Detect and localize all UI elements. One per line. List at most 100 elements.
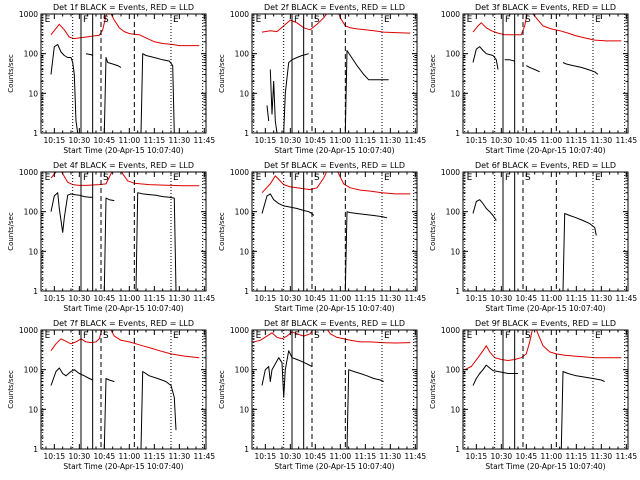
x-tick-label: 11:45 bbox=[616, 452, 638, 461]
black-series-line bbox=[562, 213, 597, 291]
y-tick-label: 100 bbox=[24, 50, 39, 59]
y-tick-label: 1000 bbox=[441, 168, 460, 177]
x-tick-label: 11:00 bbox=[330, 452, 352, 461]
marker-label: E bbox=[467, 173, 473, 183]
panel-series-group bbox=[261, 14, 411, 133]
x-tick-label: 10:30 bbox=[280, 452, 302, 461]
y-tick-label: 10 bbox=[28, 89, 38, 98]
marker-label: E bbox=[595, 331, 601, 341]
black-series-line bbox=[103, 378, 115, 449]
y-tick-label: 1 bbox=[455, 129, 460, 138]
red-series-line bbox=[472, 14, 622, 42]
x-axis-label: Start Time (20-Apr-15 10:07:40) bbox=[274, 304, 394, 313]
black-series-line bbox=[266, 105, 270, 122]
x-tick-label: 11:45 bbox=[194, 294, 216, 303]
x-axis-label: Start Time (20-Apr-15 10:07:40) bbox=[485, 462, 605, 471]
x-tick-label: 10:30 bbox=[69, 452, 91, 461]
black-series-line bbox=[346, 369, 384, 449]
marker-label: E bbox=[384, 331, 390, 341]
marker-label: E bbox=[45, 173, 51, 183]
y-tick-label: 100 bbox=[446, 366, 461, 375]
marker-label: S bbox=[314, 15, 320, 25]
x-tick-label: 10:30 bbox=[491, 452, 513, 461]
x-tick-label: 11:15 bbox=[566, 294, 588, 303]
black-series-line bbox=[135, 192, 177, 291]
panel-title: Det 7f BLACK = Events, RED = LLD bbox=[53, 319, 194, 328]
y-axis-label: Counts/sec bbox=[429, 212, 437, 251]
x-tick-label: 11:15 bbox=[566, 452, 588, 461]
x-tick-label: 10:45 bbox=[516, 452, 538, 461]
y-tick-label: 1 bbox=[455, 287, 460, 296]
marker-label: S bbox=[314, 173, 320, 183]
panel-series-group bbox=[472, 199, 597, 291]
x-axis-label: Start Time (20-Apr-15 10:07:40) bbox=[485, 146, 605, 155]
marker-label: S bbox=[314, 331, 320, 341]
marker-label: F bbox=[83, 331, 88, 341]
y-axis-label: Counts/sec bbox=[7, 370, 15, 409]
x-tick-label: 10:15 bbox=[44, 294, 66, 303]
y-tick-label: 1 bbox=[244, 287, 249, 296]
marker-label: E bbox=[384, 173, 390, 183]
x-tick-label: 11:00 bbox=[541, 452, 563, 461]
marker-label: F bbox=[505, 15, 510, 25]
panel-series-group bbox=[253, 330, 411, 449]
x-tick-label: 11:15 bbox=[355, 136, 377, 145]
panel-title: Det 6f BLACK = Events, RED = LLD bbox=[475, 161, 616, 170]
black-series-line bbox=[472, 364, 518, 386]
black-series-line bbox=[526, 65, 540, 73]
x-tick-label: 11:15 bbox=[144, 136, 166, 145]
red-series-line bbox=[50, 172, 200, 187]
panel-title: Det 1f BLACK = Events, RED = LLD bbox=[53, 3, 194, 12]
x-tick-label: 11:15 bbox=[355, 294, 377, 303]
x-tick-label: 10:15 bbox=[466, 136, 488, 145]
marker-label: E bbox=[384, 15, 390, 25]
x-tick-label: 11:45 bbox=[405, 136, 427, 145]
y-tick-label: 1000 bbox=[441, 10, 460, 19]
y-tick-label: 10 bbox=[28, 247, 38, 256]
y-tick-label: 1 bbox=[244, 129, 249, 138]
y-axis-label: Counts/sec bbox=[218, 54, 226, 93]
x-tick-label: 11:45 bbox=[616, 294, 638, 303]
black-series-line bbox=[50, 367, 93, 386]
marker-label: E bbox=[256, 331, 262, 341]
y-tick-label: 100 bbox=[24, 208, 39, 217]
panel-title: Det 3f BLACK = Events, RED = LLD bbox=[475, 3, 616, 12]
x-tick-label: 10:45 bbox=[516, 294, 538, 303]
marker-label: E bbox=[256, 15, 262, 25]
x-axis-label: Start Time (20-Apr-15 10:07:40) bbox=[63, 146, 183, 155]
panel-frame bbox=[251, 329, 418, 450]
x-axis-label: Start Time (20-Apr-15 10:07:40) bbox=[485, 304, 605, 313]
marker-label: E bbox=[467, 15, 473, 25]
x-tick-label: 11:15 bbox=[144, 452, 166, 461]
y-axis-label: Counts/sec bbox=[7, 212, 15, 251]
x-tick-label: 10:15 bbox=[255, 136, 277, 145]
red-series-line bbox=[50, 330, 200, 359]
x-tick-label: 11:30 bbox=[169, 294, 191, 303]
y-tick-label: 10 bbox=[239, 89, 249, 98]
marker-label: E bbox=[173, 15, 179, 25]
y-axis-label: Counts/sec bbox=[429, 54, 437, 93]
y-tick-label: 10 bbox=[450, 247, 460, 256]
black-series-line bbox=[140, 53, 175, 133]
panel-series-group bbox=[261, 172, 411, 291]
y-axis-label: Counts/sec bbox=[218, 212, 226, 251]
x-axis-label: Start Time (20-Apr-15 10:07:40) bbox=[63, 462, 183, 471]
marker-label: F bbox=[83, 173, 88, 183]
black-series-line bbox=[50, 192, 93, 233]
x-axis-label: Start Time (20-Apr-15 10:07:40) bbox=[274, 146, 394, 155]
panel-title: Det 8f BLACK = Events, RED = LLD bbox=[264, 319, 405, 328]
y-tick-label: 1 bbox=[244, 445, 249, 454]
y-tick-label: 100 bbox=[24, 366, 39, 375]
x-tick-label: 10:45 bbox=[94, 294, 116, 303]
panel-series-group bbox=[50, 172, 200, 291]
x-tick-label: 10:45 bbox=[305, 294, 327, 303]
black-series-line bbox=[50, 44, 79, 133]
y-tick-label: 10 bbox=[28, 405, 38, 414]
marker-label: E bbox=[256, 173, 262, 183]
panel-frame bbox=[251, 171, 418, 292]
x-tick-label: 10:15 bbox=[466, 294, 488, 303]
y-tick-label: 100 bbox=[446, 50, 461, 59]
